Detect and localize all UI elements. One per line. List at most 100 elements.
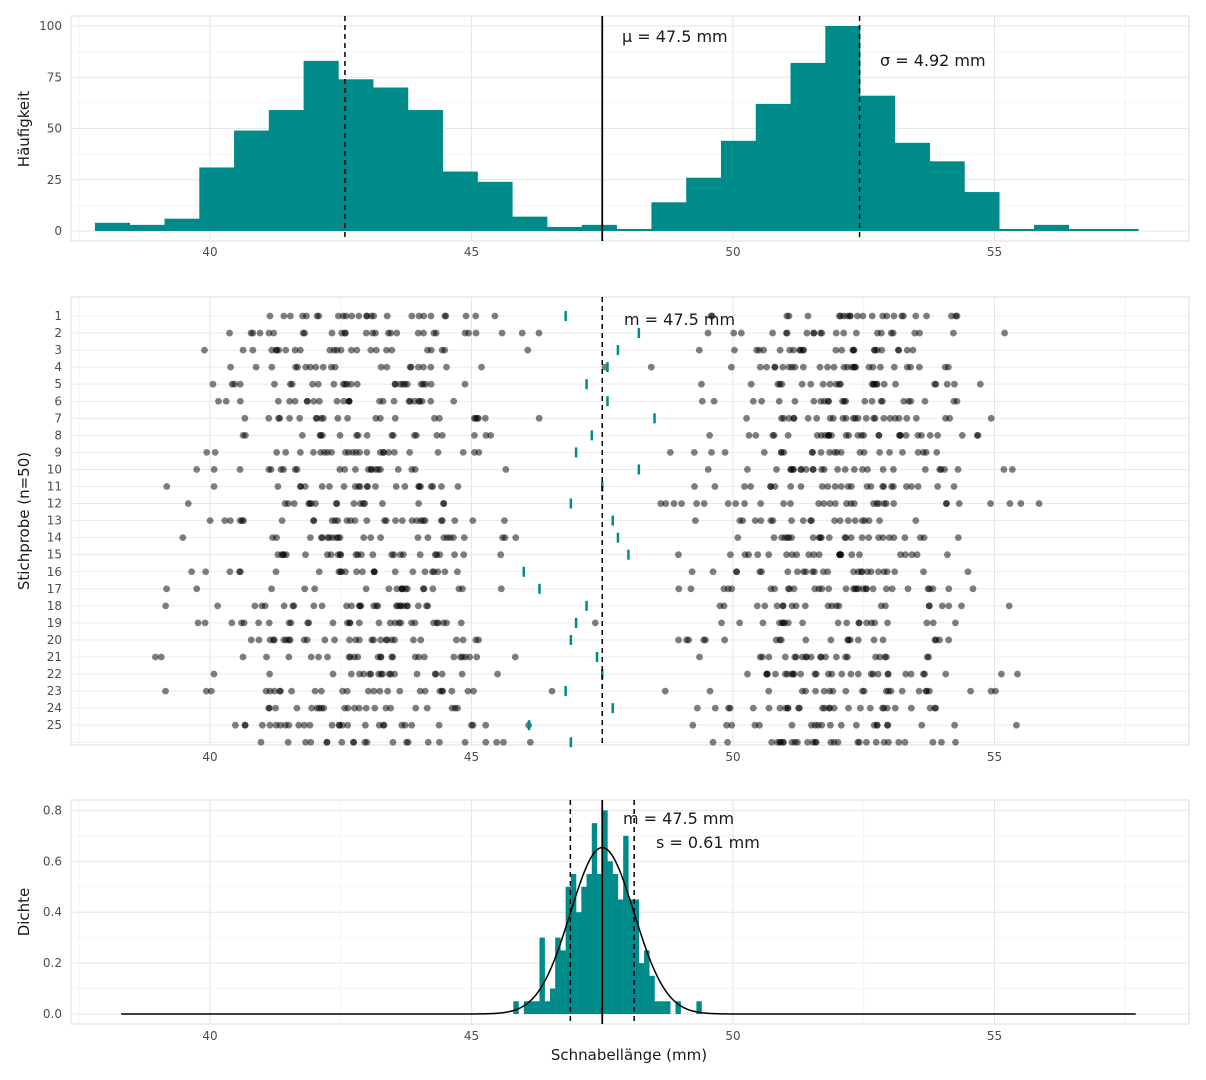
sample-point (345, 397, 353, 405)
sample-point (436, 551, 444, 559)
sample-point (780, 738, 787, 746)
sample-point (438, 431, 446, 439)
y-tick-label: 0.8 (43, 803, 62, 817)
sample-point (923, 619, 931, 627)
sample-point (771, 363, 779, 371)
sample-point (239, 653, 247, 661)
sample-point (847, 500, 855, 507)
sample-point (826, 721, 834, 729)
sample-point (274, 397, 282, 405)
sample-point (912, 414, 920, 422)
sample-point (836, 517, 844, 524)
row-tick-label: 11 (47, 480, 62, 494)
sample-point (291, 397, 299, 405)
sample-point (802, 636, 810, 644)
density-bar (612, 874, 619, 1014)
sample-point (236, 466, 244, 473)
sample-point (720, 602, 728, 610)
sample-point (258, 602, 266, 610)
sample-point (847, 670, 855, 678)
y-tick-label: 25 (47, 173, 62, 187)
sample-point (300, 721, 308, 729)
sample-point (363, 738, 371, 746)
density-bar (581, 886, 587, 1014)
density-bar (586, 874, 592, 1014)
sample-point (535, 329, 543, 337)
sample-point (306, 721, 314, 729)
density-bar (523, 1001, 530, 1014)
sample-point (840, 363, 848, 371)
sample-point (279, 551, 287, 559)
density-bar (529, 1001, 535, 1014)
sample-point (938, 602, 946, 610)
sample-point (688, 568, 696, 576)
sample-point (285, 721, 293, 729)
sample-point (987, 687, 995, 695)
sample-point (470, 687, 477, 695)
sample-point (683, 636, 690, 644)
sample-point (351, 653, 358, 661)
sample-point (343, 602, 350, 610)
sample-point (451, 517, 459, 524)
sample-point (811, 568, 818, 576)
sample-point (482, 431, 490, 439)
sample-point (809, 449, 817, 456)
sample-point (368, 466, 376, 473)
row-tick-label: 3 (54, 343, 62, 357)
row-tick-label: 4 (54, 360, 62, 374)
sample-point (753, 346, 761, 354)
sample-point (815, 534, 823, 542)
sample-point (436, 414, 443, 422)
sample-point (306, 363, 314, 371)
sample-point (387, 329, 395, 337)
sample-point (334, 517, 342, 524)
x-tick-label: 50 (725, 750, 740, 764)
histogram-bar (651, 202, 687, 231)
sample-point (958, 431, 966, 439)
sample-point (201, 346, 208, 354)
sample-point (832, 329, 840, 337)
sample-point (362, 329, 370, 337)
sample-point (376, 449, 384, 456)
histogram-bar (94, 222, 131, 231)
x-tick-label: 40 (202, 1029, 217, 1043)
sample-point (249, 346, 257, 354)
sample-point (315, 568, 323, 576)
sample-point (408, 721, 416, 729)
sample-point (399, 380, 407, 388)
sample-point (188, 568, 196, 576)
row-tick-label: 2 (54, 326, 62, 340)
sample-point (933, 449, 941, 456)
sample-point (859, 312, 867, 320)
sample-point (258, 721, 266, 729)
sample-point (440, 500, 448, 507)
sample-point (282, 346, 290, 354)
sample-point (776, 704, 784, 712)
sample-point (880, 380, 888, 388)
sample-point (355, 312, 363, 320)
sample-point (749, 397, 757, 405)
histogram-bar (720, 140, 757, 231)
sampling-mean-annotation: m = 47.5 mm (623, 809, 734, 828)
sample-point (353, 346, 361, 354)
sample-point (841, 466, 849, 473)
sample-point (439, 517, 446, 524)
sample-point (696, 653, 703, 661)
sample-point (743, 414, 750, 422)
sample-point (837, 721, 845, 729)
sample-point (334, 312, 342, 320)
sample-point (271, 380, 278, 388)
sample-point (410, 636, 417, 644)
sample-point (779, 363, 787, 371)
sample-point (420, 653, 428, 661)
sample-point (289, 602, 297, 610)
sample-point (706, 431, 714, 439)
sample-point (867, 670, 875, 678)
sample-point (897, 551, 904, 559)
sample-point (1000, 466, 1008, 473)
sample-point (822, 653, 829, 661)
sample-point (288, 687, 295, 695)
sample-point (356, 500, 364, 507)
sample-point (903, 414, 911, 422)
sample-point (711, 704, 719, 712)
